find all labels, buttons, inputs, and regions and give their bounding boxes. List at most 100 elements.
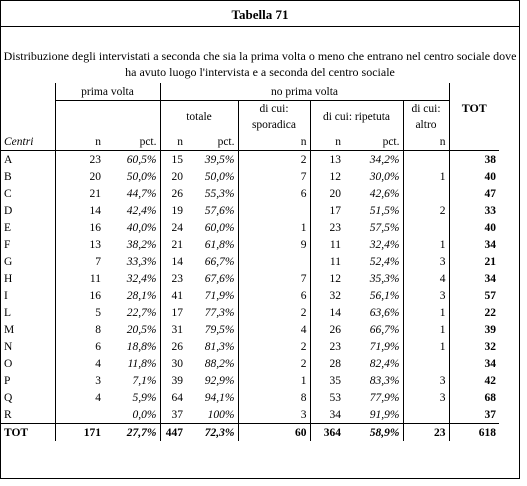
cell-prima-pct: 28,1% <box>126 289 157 302</box>
cell-altro-n: 1 <box>402 168 449 185</box>
cell-sporadica-n: 1 <box>237 372 310 389</box>
cell-altro-n: 3 <box>402 372 449 389</box>
cell-altro-n: 1 <box>402 304 449 321</box>
cell-ripetuta-pct: 34,2% <box>369 153 400 166</box>
cell-prima-n: 11 <box>54 270 104 287</box>
cell-altro-n: 2 <box>402 202 449 219</box>
cell-sporadica-n: 1 <box>237 219 310 236</box>
cell-totale-n: 447 <box>159 423 186 441</box>
cell-prima-n: 171 <box>54 423 104 441</box>
cell-altro-n <box>402 355 449 372</box>
table-row: C 21 44,7% 26 55,3% 6 20 42,6% 47 <box>1 185 499 202</box>
cell-altro-n: 3 <box>402 253 449 270</box>
cell-sporadica-n: 2 <box>237 355 310 372</box>
cell-totale-pct: 100% <box>207 408 235 421</box>
table-row: H 11 32,4% 23 67,6% 7 12 35,3% 4 34 <box>1 270 499 287</box>
cell-centro: TOT <box>1 423 55 441</box>
cell-ripetuta-n: 11 <box>309 236 344 253</box>
cell-centro: P <box>4 374 11 387</box>
cell-totale-n: 24 <box>159 219 186 236</box>
cell-centro: E <box>4 221 12 234</box>
cell-altro-n <box>402 406 449 424</box>
table-row: O 4 11,8% 30 88,2% 2 28 82,4% 34 <box>1 355 499 372</box>
cell-prima-pct: 20,5% <box>126 323 157 336</box>
cell-ripetuta-n: 35 <box>309 372 344 389</box>
cell-sporadica-n: 7 <box>237 270 310 287</box>
cell-ripetuta-pct: 91,9% <box>369 408 400 421</box>
cell-ripetuta-pct: 32,4% <box>369 238 400 251</box>
header-altro: di cui: altro <box>402 100 449 133</box>
cell-totale-pct: 88,2% <box>204 357 235 370</box>
cell-ripetuta-pct: 77,9% <box>369 391 400 404</box>
header-centri: Centri <box>1 133 55 151</box>
cell-centro: A <box>4 153 13 166</box>
cell-prima-n: 13 <box>54 236 104 253</box>
cell-tot: 57 <box>448 287 499 304</box>
cell-tot: 618 <box>448 423 499 441</box>
cell-tot: 32 <box>448 338 499 355</box>
title-divider <box>1 26 519 27</box>
cell-prima-n: 14 <box>54 202 104 219</box>
cell-totale-n: 20 <box>159 168 186 185</box>
cell-totale-pct: 72,3% <box>186 423 238 441</box>
cell-tot: 47 <box>448 185 499 202</box>
cell-centro: G <box>4 255 13 268</box>
cell-centro: I <box>4 289 8 302</box>
table-subtitle: Distribuzione degli intervistati a secon… <box>3 49 517 79</box>
cell-tot: 38 <box>448 150 499 168</box>
cell-ripetuta-n: 28 <box>309 355 344 372</box>
cell-totale-n: 17 <box>159 304 186 321</box>
cell-tot: 39 <box>448 321 499 338</box>
cell-ripetuta-pct: 56,1% <box>369 289 400 302</box>
cell-totale-n: 39 <box>159 372 186 389</box>
cell-prima-n: 3 <box>54 372 104 389</box>
cell-tot: 37 <box>448 406 499 424</box>
cell-altro-n: 23 <box>402 423 449 441</box>
table-title: Tabella 71 <box>231 7 289 22</box>
header-totale: totale <box>159 100 238 133</box>
cell-ripetuta-n: 26 <box>309 321 344 338</box>
cell-tot: 33 <box>448 202 499 219</box>
cell-prima-n: 6 <box>54 338 104 355</box>
cell-prima-n: 8 <box>54 321 104 338</box>
header-prima-volta: prima volta <box>54 83 160 101</box>
cell-totale-pct: 39,5% <box>204 153 235 166</box>
cell-sporadica-n: 9 <box>237 236 310 253</box>
cell-ripetuta-pct: 35,3% <box>369 272 400 285</box>
table-sheet: Tabella 71 Distribuzione degli intervist… <box>0 0 520 479</box>
table-row: B 20 50,0% 20 50,0% 7 12 30,0% 1 40 <box>1 168 499 185</box>
cell-totale-pct: 50,0% <box>204 170 235 183</box>
cell-totale-pct: 57,6% <box>204 204 235 217</box>
cell-prima-n: 4 <box>54 389 104 406</box>
cell-centro: M <box>4 323 15 336</box>
cell-sporadica-n: 8 <box>237 389 310 406</box>
cell-ripetuta-pct: 57,5% <box>369 221 400 234</box>
cell-altro-n: 4 <box>402 270 449 287</box>
cell-prima-pct: 40,0% <box>126 221 157 234</box>
cell-totale-n: 64 <box>159 389 186 406</box>
table-row: Q 4 5,9% 64 94,1% 8 53 77,9% 3 68 <box>1 389 499 406</box>
cell-totale-pct: 67,6% <box>204 272 235 285</box>
cell-centro: O <box>4 357 13 370</box>
cell-ripetuta-pct: 71,9% <box>369 340 400 353</box>
cell-ripetuta-n: 13 <box>309 150 344 168</box>
cell-altro-n: 3 <box>402 389 449 406</box>
cell-ripetuta-n: 14 <box>309 304 344 321</box>
header-n: n <box>237 133 310 151</box>
header-blank <box>1 101 55 134</box>
header-ripetuta: di cui: ripetuta <box>309 100 403 133</box>
header-sporadica: di cui: sporadica <box>237 100 310 133</box>
cell-tot: 42 <box>448 372 499 389</box>
cell-prima-n: 16 <box>54 287 104 304</box>
cell-prima-n <box>54 406 104 424</box>
cell-sporadica-n: 2 <box>237 338 310 355</box>
cell-prima-pct: 42,4% <box>126 204 157 217</box>
cell-ripetuta-pct: 63,6% <box>369 306 400 319</box>
cell-ripetuta-n: 23 <box>309 219 344 236</box>
cell-totale-n: 19 <box>159 202 186 219</box>
data-table: prima volta no prima volta TOT totale di… <box>1 83 499 441</box>
cell-prima-pct: 50,0% <box>126 170 157 183</box>
cell-totale-n: 21 <box>159 236 186 253</box>
cell-sporadica-n: 3 <box>237 406 310 424</box>
cell-totale-pct: 81,3% <box>204 340 235 353</box>
